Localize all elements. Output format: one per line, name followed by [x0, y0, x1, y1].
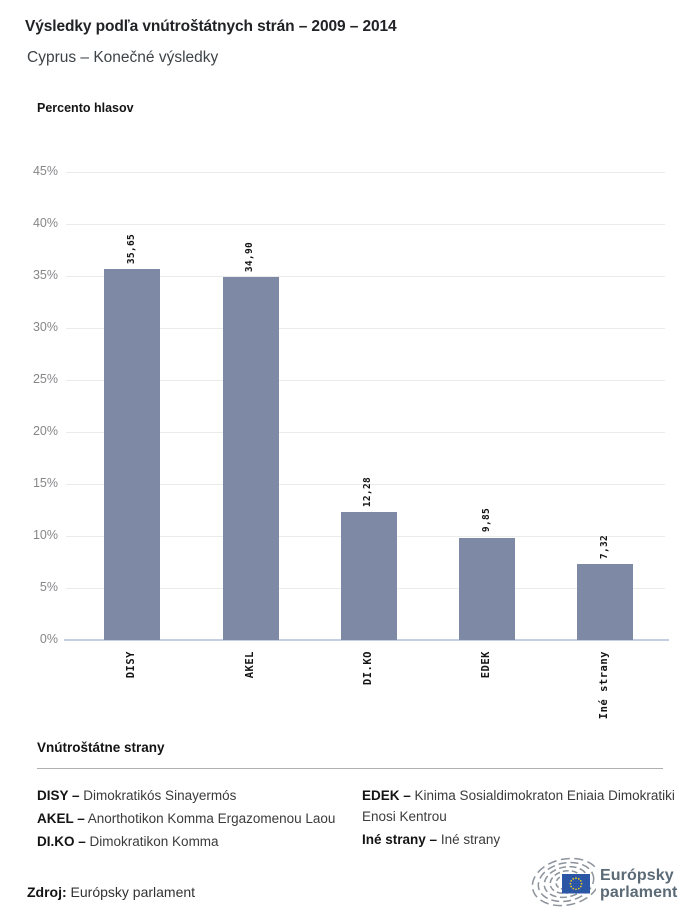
logo-line1: Európsky	[600, 867, 674, 884]
logo-line2: parlament	[600, 883, 678, 901]
bar-value-label: 12,28	[362, 477, 374, 508]
legend-divider	[37, 768, 663, 769]
x-axis-label: Iné strany	[598, 651, 611, 720]
legend-section: Vnútroštátne strany DISY – Dimokratikós …	[37, 740, 675, 849]
bar-value-label: 9,85	[480, 508, 492, 533]
legend-item-text: Kinima Sosialdimokraton Eniaia Dimokrati…	[362, 788, 675, 824]
hemicycle-icon	[531, 857, 596, 907]
gridline	[66, 171, 665, 173]
bar	[222, 277, 279, 640]
bar	[459, 537, 516, 640]
legend-item: Iné strany – Iné strany	[362, 829, 698, 850]
legend-item-text: Iné strany	[440, 832, 501, 847]
bar	[104, 269, 161, 640]
x-axis-line	[64, 639, 669, 641]
x-axis-label: DISY	[125, 651, 138, 679]
bar	[577, 563, 634, 640]
legend-item-label: EDEK –	[362, 788, 411, 803]
x-axis-label: DI.KO	[361, 651, 374, 686]
y-tick-label: 35%	[32, 268, 58, 282]
legend-item-text: Dimokratikós Sinayermós	[83, 788, 237, 803]
axis-title: Percento hlasov	[37, 101, 134, 115]
y-tick-label: 5%	[39, 580, 58, 594]
legend-item: DISY – Dimokratikós Sinayermós	[37, 785, 362, 806]
gridline	[66, 431, 665, 433]
y-tick-label: 15%	[32, 476, 58, 490]
legend-column-left: DISY – Dimokratikós Sinayermós AKEL – An…	[37, 785, 362, 854]
legend-item: AKEL – Anorthotikon Komma Ergazomenou La…	[37, 808, 362, 829]
flag-stars	[569, 877, 583, 891]
x-axis-label: EDEK	[480, 651, 493, 679]
eu-flag-icon	[562, 874, 590, 894]
legend-item: EDEK – Kinima Sosialdimokraton Eniaia Di…	[362, 785, 698, 827]
y-tick-label: 30%	[32, 320, 58, 334]
page-subtitle: Cyprus – Konečné výsledky	[27, 49, 219, 66]
legend-heading: Vnútroštátne strany	[37, 740, 165, 755]
y-tick-label: 25%	[32, 372, 58, 386]
x-axis-label: AKEL	[243, 651, 256, 679]
legend-item: DI.KO – Dimokratikon Komma	[37, 831, 362, 852]
y-tick-label: 40%	[32, 216, 58, 230]
legend-item-label: DI.KO –	[37, 834, 86, 849]
gridline	[66, 275, 665, 277]
y-tick-label: 0%	[39, 632, 58, 646]
plot-area: 0% 5% 10% 15% 20% 25% 30% 35% 40% 45% 35,65 DISY 34,…	[33, 164, 669, 719]
legend-item-label: AKEL –	[37, 811, 85, 826]
source-text: Európsky parlament	[70, 884, 196, 900]
source-line: Zdroj: Európsky parlament	[27, 884, 195, 900]
gridline	[66, 223, 665, 225]
legend-item-text: Dimokratikon Komma	[89, 834, 219, 849]
y-tick-label: 45%	[32, 164, 58, 178]
legend-item-label: Iné strany –	[362, 832, 438, 847]
gridline	[66, 483, 665, 485]
bar	[340, 512, 397, 640]
legend-item-text: Anorthotikon Komma Ergazomenou Laou	[87, 811, 336, 826]
ep-logo: Európsky parlament	[526, 856, 698, 916]
legend-column-right: EDEK – Kinima Sosialdimokraton Eniaia Di…	[362, 785, 698, 852]
y-tick-label: 20%	[32, 424, 58, 438]
bar-value-label: 34,90	[244, 241, 256, 273]
legend-item-label: DISY –	[37, 788, 80, 803]
gridline	[66, 379, 665, 381]
logo-wordmark: Európsky parlament	[600, 867, 678, 901]
page-title: Výsledky podľa vnútroštátnych strán – 20…	[25, 18, 397, 35]
y-tick-label: 10%	[32, 528, 58, 542]
gridline	[66, 327, 665, 329]
bar-value-label: 7,32	[598, 534, 610, 559]
bar-value-label: 35,65	[125, 234, 137, 265]
source-label: Zdroj:	[27, 884, 67, 900]
